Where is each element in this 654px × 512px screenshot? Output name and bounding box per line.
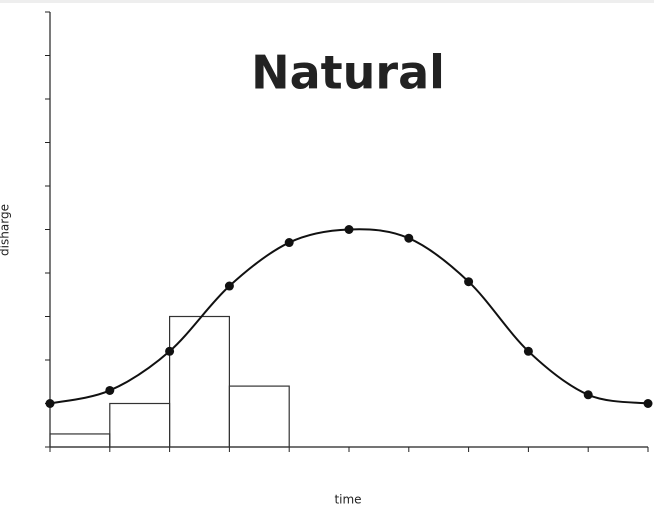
point — [284, 238, 294, 248]
point — [583, 390, 593, 400]
point — [165, 346, 175, 356]
point — [523, 346, 533, 356]
bar — [169, 315, 231, 448]
point — [105, 385, 115, 395]
point — [464, 277, 474, 287]
bar — [228, 385, 290, 448]
point — [45, 399, 55, 408]
top-band — [0, 0, 654, 3]
point — [643, 399, 653, 408]
line — [49, 228, 649, 405]
y-axis-label: disharge — [0, 204, 12, 256]
chart-title: Natural — [251, 46, 445, 100]
bar — [109, 402, 171, 448]
point — [224, 281, 234, 291]
point — [344, 225, 354, 234]
point — [404, 233, 414, 243]
bar — [49, 433, 111, 448]
x-axis-label: time — [334, 493, 361, 507]
